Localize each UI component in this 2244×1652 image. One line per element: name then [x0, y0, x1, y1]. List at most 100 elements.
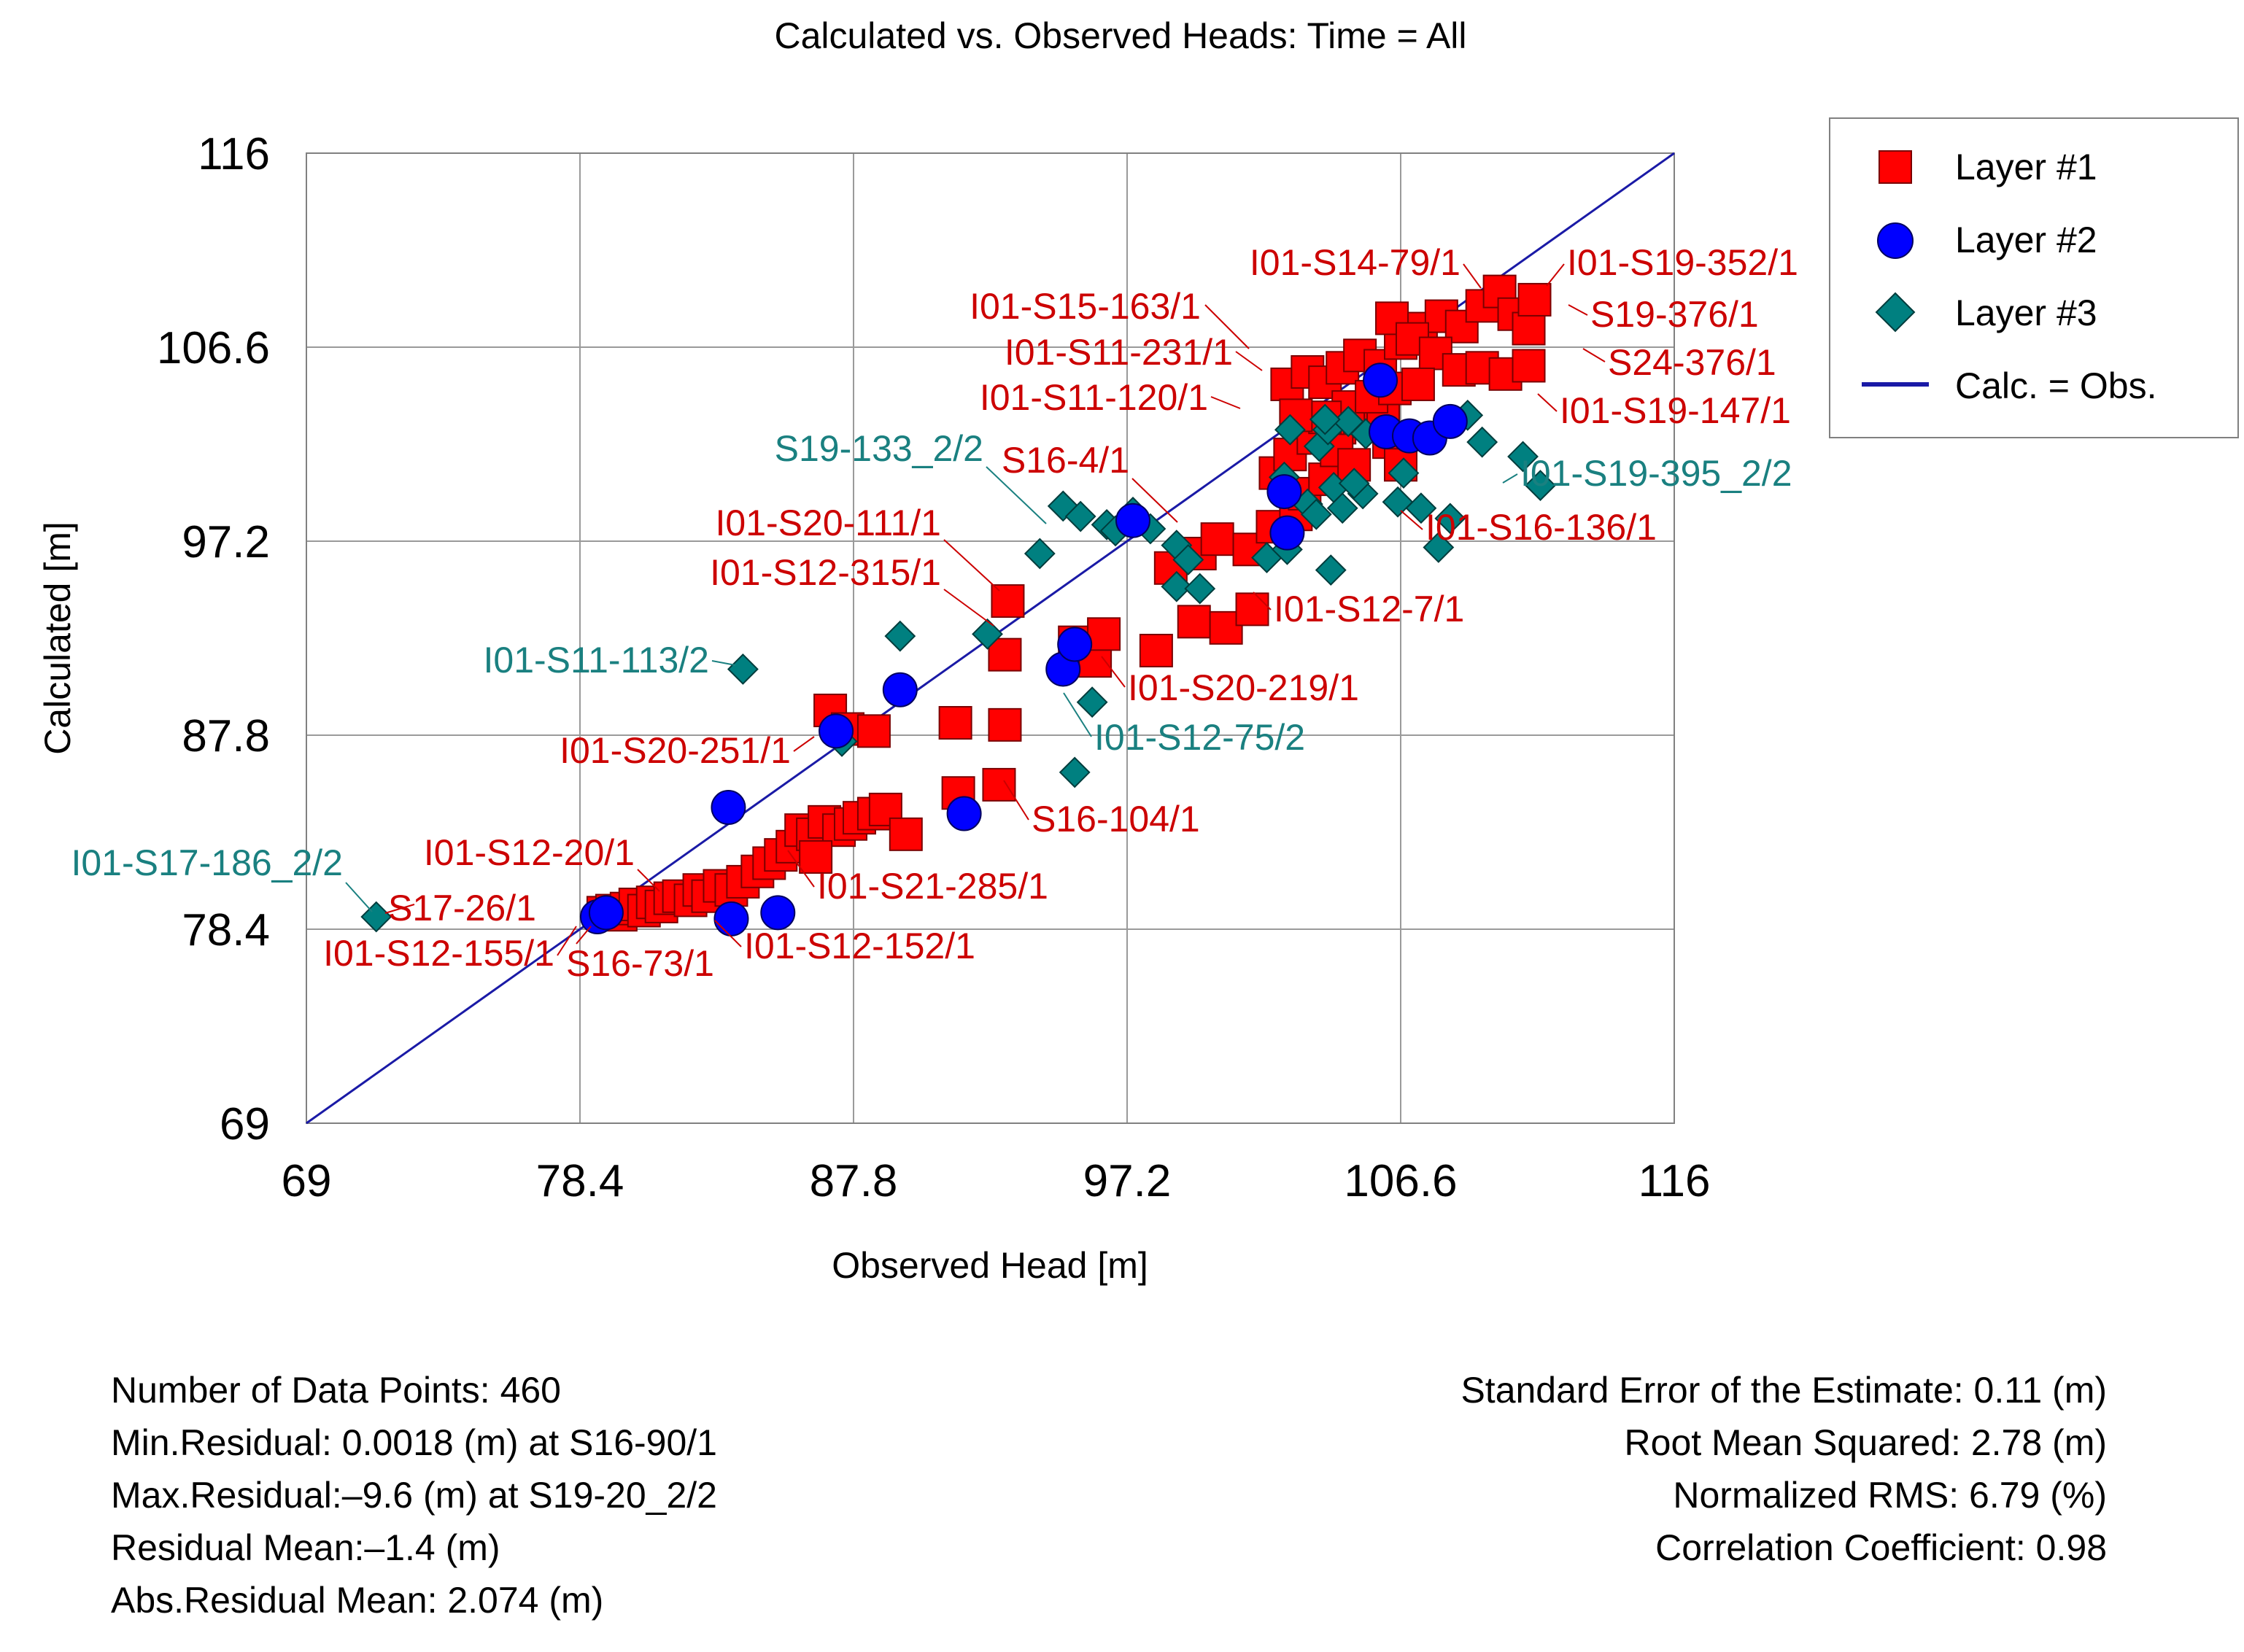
layer3-diamond-marker	[1405, 492, 1437, 524]
layer3-diamond-marker	[1315, 554, 1347, 586]
layer3-diamond-marker	[360, 901, 392, 933]
legend-label-line: Calc. = Obs.	[1955, 365, 2157, 406]
layer2-circle-marker	[1115, 503, 1150, 538]
layer2-circle-marker	[713, 901, 749, 936]
annotation-label: S16-104/1	[1032, 799, 1200, 839]
legend: Layer #1 Layer #2 Layer #3 Calc. = Obs.	[1829, 117, 2239, 438]
layer3-diamond-marker	[1507, 441, 1539, 473]
layer1-square-marker	[938, 706, 972, 740]
legend-label-layer1: Layer #1	[1955, 147, 2097, 187]
layer1-square-marker	[1512, 349, 1546, 383]
annotation-leader-line	[714, 920, 742, 947]
layer2-circle-marker	[1057, 627, 1093, 662]
annotation-label: S19-133_2/2	[775, 428, 983, 469]
x-tick-labels: 69 78.4 87.8 97.2 106.6 116	[282, 1156, 1711, 1206]
annotation-leader-line	[986, 466, 1047, 524]
layer3-diamond-marker	[1184, 573, 1216, 605]
layer1-square-marker	[1512, 311, 1546, 346]
annotation-leader-line	[1210, 396, 1241, 409]
layer1-square-marker	[1517, 282, 1552, 317]
layer1-square-marker	[991, 584, 1025, 618]
layer1-square-marker	[856, 714, 891, 748]
legend-square-marker	[1879, 150, 1912, 184]
annotation-label: I01-S20-111/1	[716, 503, 941, 543]
y-tick-labels: 69 78.4 87.8 97.2 106.6 116	[157, 129, 270, 1149]
x-axis-label: Observed Head [m]	[832, 1245, 1148, 1286]
stat-residual-mean: Residual Mean:–1.4 (m)	[111, 1527, 500, 1568]
layer3-diamond-marker	[1423, 532, 1455, 563]
stat-rms: Root Mean Squared: 2.78 (m)	[1624, 1422, 2107, 1463]
annotation-leader-line	[345, 882, 373, 912]
y-tick-label: 69	[220, 1099, 270, 1149]
annotation-leader-line	[557, 926, 577, 956]
annotation-label: S16-4/1	[1002, 440, 1129, 481]
stat-abs-residual-mean: Abs.Residual Mean: 2.074 (m)	[111, 1580, 604, 1621]
annotation-label: I01-S11-113/2	[484, 640, 709, 680]
stat-data-points: Number of Data Points: 460	[111, 1370, 561, 1411]
stat-standard-error: Standard Error of the Estimate: 0.11 (m)	[1460, 1370, 2107, 1411]
y-tick-label: 78.4	[182, 905, 270, 955]
x-tick-label: 87.8	[810, 1156, 898, 1206]
annotation-leader-line	[637, 869, 660, 892]
annotation-leader-line	[787, 850, 815, 888]
annotation-leader-line	[1235, 351, 1263, 371]
annotation-leader-line	[1003, 780, 1029, 821]
annotation-label: I01-S12-152/1	[744, 926, 975, 966]
annotation-label: S19-376/1	[1590, 294, 1759, 335]
annotation-leader-line	[943, 539, 1000, 592]
layer1-square-marker	[988, 707, 1022, 742]
annotation-label: I01-S19-352/1	[1567, 242, 1798, 283]
y-axis-label: Calculated [m]	[37, 521, 78, 755]
layer3-diamond-marker	[1059, 756, 1091, 788]
layer1-square-marker	[799, 839, 833, 874]
annotation-leader-line	[1131, 478, 1178, 523]
layer3-diamond-marker	[1382, 486, 1414, 518]
layer3-diamond-marker	[727, 654, 759, 685]
annotation-leader-line	[384, 904, 415, 914]
stats-right: Standard Error of the Estimate: 0.11 (m)…	[1460, 1364, 2107, 1574]
x-tick-label: 106.6	[1344, 1156, 1457, 1206]
annotation-leader-line	[1400, 510, 1423, 530]
x-tick-label: 78.4	[536, 1156, 624, 1206]
layer3-diamond-marker	[1434, 503, 1466, 535]
annotation-leader-line	[1502, 473, 1518, 484]
annotation-label: S16-73/1	[566, 943, 714, 984]
annotation-label: I01-S12-7/1	[1274, 589, 1464, 629]
markers-group	[360, 274, 1556, 936]
layer1-square-marker	[1401, 367, 1435, 401]
layer2-circle-marker	[588, 895, 624, 931]
annotation-leader-line	[1101, 656, 1126, 688]
legend-circle-marker	[1877, 222, 1914, 259]
annotation-leader-line	[1537, 393, 1558, 412]
annotation-leader-line	[1582, 348, 1606, 362]
annotation-leader-line	[793, 736, 815, 752]
annotations-group: I01-S14-79/1 I01-S19-352/1 I01-S15-163/1 S1…	[71, 242, 1798, 984]
annotation-leader-line	[1063, 692, 1092, 737]
x-tick-label: 116	[1638, 1156, 1711, 1206]
annotation-label: I01-S12-315/1	[710, 552, 941, 593]
annotation-label: I01-S21-285/1	[817, 866, 1048, 907]
layer2-circle-marker	[946, 796, 982, 831]
legend-label-layer2: Layer #2	[1955, 220, 2097, 260]
stat-correlation: Correlation Coefficient: 0.98	[1655, 1527, 2107, 1568]
annotation-label: S17-26/1	[388, 888, 536, 928]
annotation-label: I01-S20-219/1	[1128, 667, 1359, 708]
layer2-circle-marker	[760, 895, 796, 931]
chart-title: Calculated vs. Observed Heads: Time = Al…	[774, 15, 1466, 56]
layer3-diamond-marker	[1466, 426, 1498, 458]
stat-normalized-rms: Normalized RMS: 6.79 (%)	[1673, 1475, 2107, 1516]
x-tick-label: 69	[282, 1156, 332, 1206]
annotation-label: I01-S11-231/1	[1005, 332, 1233, 373]
layer1-square-marker	[1087, 617, 1121, 651]
annotation-leader-line	[943, 589, 994, 627]
annotation-leader-line	[576, 926, 592, 945]
annotation-leader-line	[1204, 304, 1250, 349]
layer3-diamond-marker	[972, 618, 1003, 650]
layer3-diamond-marker	[1076, 686, 1108, 718]
annotation-leader-line	[1463, 263, 1482, 289]
annotation-label: I01-S17-186_2/2	[71, 842, 343, 883]
layer2-circle-marker	[711, 790, 746, 826]
layer3-diamond-marker	[1064, 500, 1096, 532]
layer3-diamond-marker	[1300, 498, 1332, 530]
